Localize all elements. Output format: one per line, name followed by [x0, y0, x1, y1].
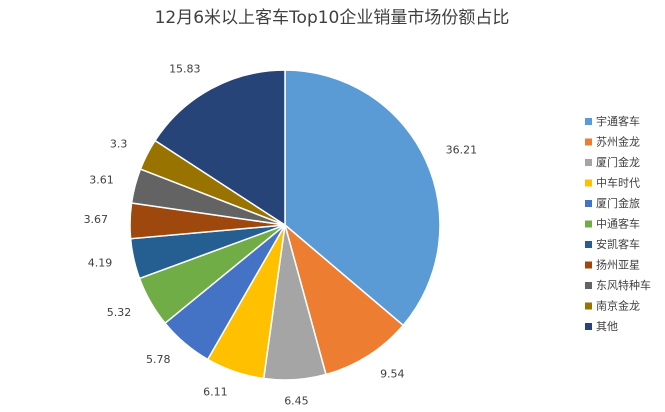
- data-label: 6.45: [284, 395, 309, 408]
- legend-swatch: [585, 179, 592, 187]
- data-label: 15.83: [169, 62, 201, 75]
- legend-label: 苏州金龙: [596, 135, 640, 149]
- pie-slice: [153, 69, 286, 227]
- legend-label: 宇通客车: [596, 114, 640, 128]
- data-label: 3.3: [110, 137, 128, 150]
- legend-label: 安凯客车: [596, 237, 640, 251]
- legend-swatch: [585, 220, 592, 228]
- legend-swatch: [585, 200, 592, 207]
- pie-slice: [284, 69, 441, 327]
- legend-label: 南京金龙: [596, 299, 640, 313]
- data-label: 5.78: [146, 353, 171, 366]
- data-label: 9.54: [380, 367, 405, 380]
- legend-swatch: [585, 323, 592, 330]
- legend-label: 厦门金龙: [596, 155, 640, 169]
- legend-label: 扬州亚星: [596, 258, 640, 272]
- data-label: 6.11: [203, 385, 228, 398]
- data-label: 3.61: [89, 173, 114, 186]
- legend-swatch: [585, 302, 592, 310]
- legend-swatch: [585, 118, 592, 125]
- pie-slice: [283, 222, 405, 376]
- data-label: 36.21: [446, 144, 478, 157]
- legend-label: 厦门金旅: [596, 196, 640, 210]
- data-label: 4.19: [88, 257, 113, 270]
- data-label: 5.32: [107, 306, 132, 319]
- data-label: 3.67: [84, 213, 109, 226]
- legend-label: 中车时代: [596, 176, 640, 190]
- legend-swatch: [585, 261, 592, 269]
- legend-label: 东风特种车: [596, 278, 651, 292]
- chart-title: 12月6米以上客车Top10企业销量市场份额占比: [155, 8, 510, 28]
- legend-swatch: [585, 159, 592, 166]
- legend-swatch: [585, 241, 592, 248]
- legend-swatch: [585, 282, 592, 289]
- legend-label: 中通客车: [596, 217, 640, 231]
- legend-label: 其他: [596, 320, 618, 333]
- legend-swatch: [585, 138, 592, 146]
